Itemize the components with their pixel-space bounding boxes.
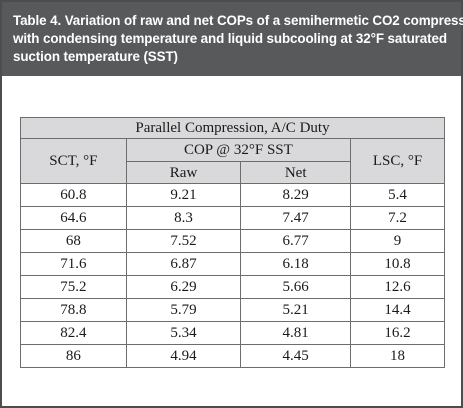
cell-sct: 64.6 xyxy=(20,206,127,230)
cell-sct: 78.8 xyxy=(20,298,127,322)
cell-lsc: 10.8 xyxy=(349,252,446,276)
cell-lsc: 12.6 xyxy=(349,275,446,299)
cell-lsc: 16.2 xyxy=(349,321,446,345)
cell-net: 6.77 xyxy=(240,229,351,253)
column-header-lsc: LSC, °F xyxy=(349,138,446,184)
table-row: 75.2 6.29 5.66 12.6 xyxy=(20,275,446,299)
cell-lsc: 7.2 xyxy=(349,206,446,230)
table-row: 60.8 9.21 8.29 5.4 xyxy=(20,183,446,207)
cell-sct: 68 xyxy=(20,229,127,253)
group-header: Parallel Compression, A/C Duty xyxy=(20,117,445,139)
cell-sct: 82.4 xyxy=(20,321,127,345)
cell-lsc: 9 xyxy=(349,229,446,253)
cell-raw: 5.34 xyxy=(125,321,242,345)
cell-net: 6.18 xyxy=(240,252,351,276)
cell-raw: 8.3 xyxy=(125,206,242,230)
cell-net: 5.66 xyxy=(240,275,351,299)
cell-raw: 5.79 xyxy=(125,298,242,322)
cop-header: COP @ 32°F SST xyxy=(125,138,351,162)
cell-net: 7.47 xyxy=(240,206,351,230)
cop-data-table: Parallel Compression, A/C Duty SCT, °F C… xyxy=(20,117,446,368)
cell-raw: 6.29 xyxy=(125,275,242,299)
cell-sct: 71.6 xyxy=(20,252,127,276)
cell-lsc: 5.4 xyxy=(349,183,446,207)
table-row: 68 7.52 6.77 9 xyxy=(20,229,446,253)
cell-raw: 9.21 xyxy=(125,183,242,207)
caption-line-3: suction temperature (SST) xyxy=(13,49,178,64)
cell-raw: 4.94 xyxy=(125,344,242,368)
cell-net: 4.81 xyxy=(240,321,351,345)
cell-net: 4.45 xyxy=(240,344,351,368)
cell-net: 5.21 xyxy=(240,298,351,322)
table-caption: Table 4. Variation of raw and net COPs o… xyxy=(2,2,463,76)
cell-raw: 6.87 xyxy=(125,252,242,276)
cell-net: 8.29 xyxy=(240,183,351,207)
table-row: 82.4 5.34 4.81 16.2 xyxy=(20,321,446,345)
table-row: 86 4.94 4.45 18 xyxy=(20,344,446,368)
caption-line-2: with condensing temperature and liquid s… xyxy=(13,31,447,46)
cell-lsc: 18 xyxy=(349,344,446,368)
cell-raw: 7.52 xyxy=(125,229,242,253)
column-header-raw: Raw xyxy=(125,161,242,184)
table-row: 78.8 5.79 5.21 14.4 xyxy=(20,298,446,322)
cell-sct: 75.2 xyxy=(20,275,127,299)
caption-line-1: Table 4. Variation of raw and net COPs o… xyxy=(13,13,463,28)
cell-sct: 86 xyxy=(20,344,127,368)
cell-lsc: 14.4 xyxy=(349,298,446,322)
column-header-sct: SCT, °F xyxy=(20,138,127,184)
table-row: 71.6 6.87 6.18 10.8 xyxy=(20,252,446,276)
cell-sct: 60.8 xyxy=(20,183,127,207)
column-header-net: Net xyxy=(240,161,351,184)
table-row: 64.6 8.3 7.47 7.2 xyxy=(20,206,446,230)
